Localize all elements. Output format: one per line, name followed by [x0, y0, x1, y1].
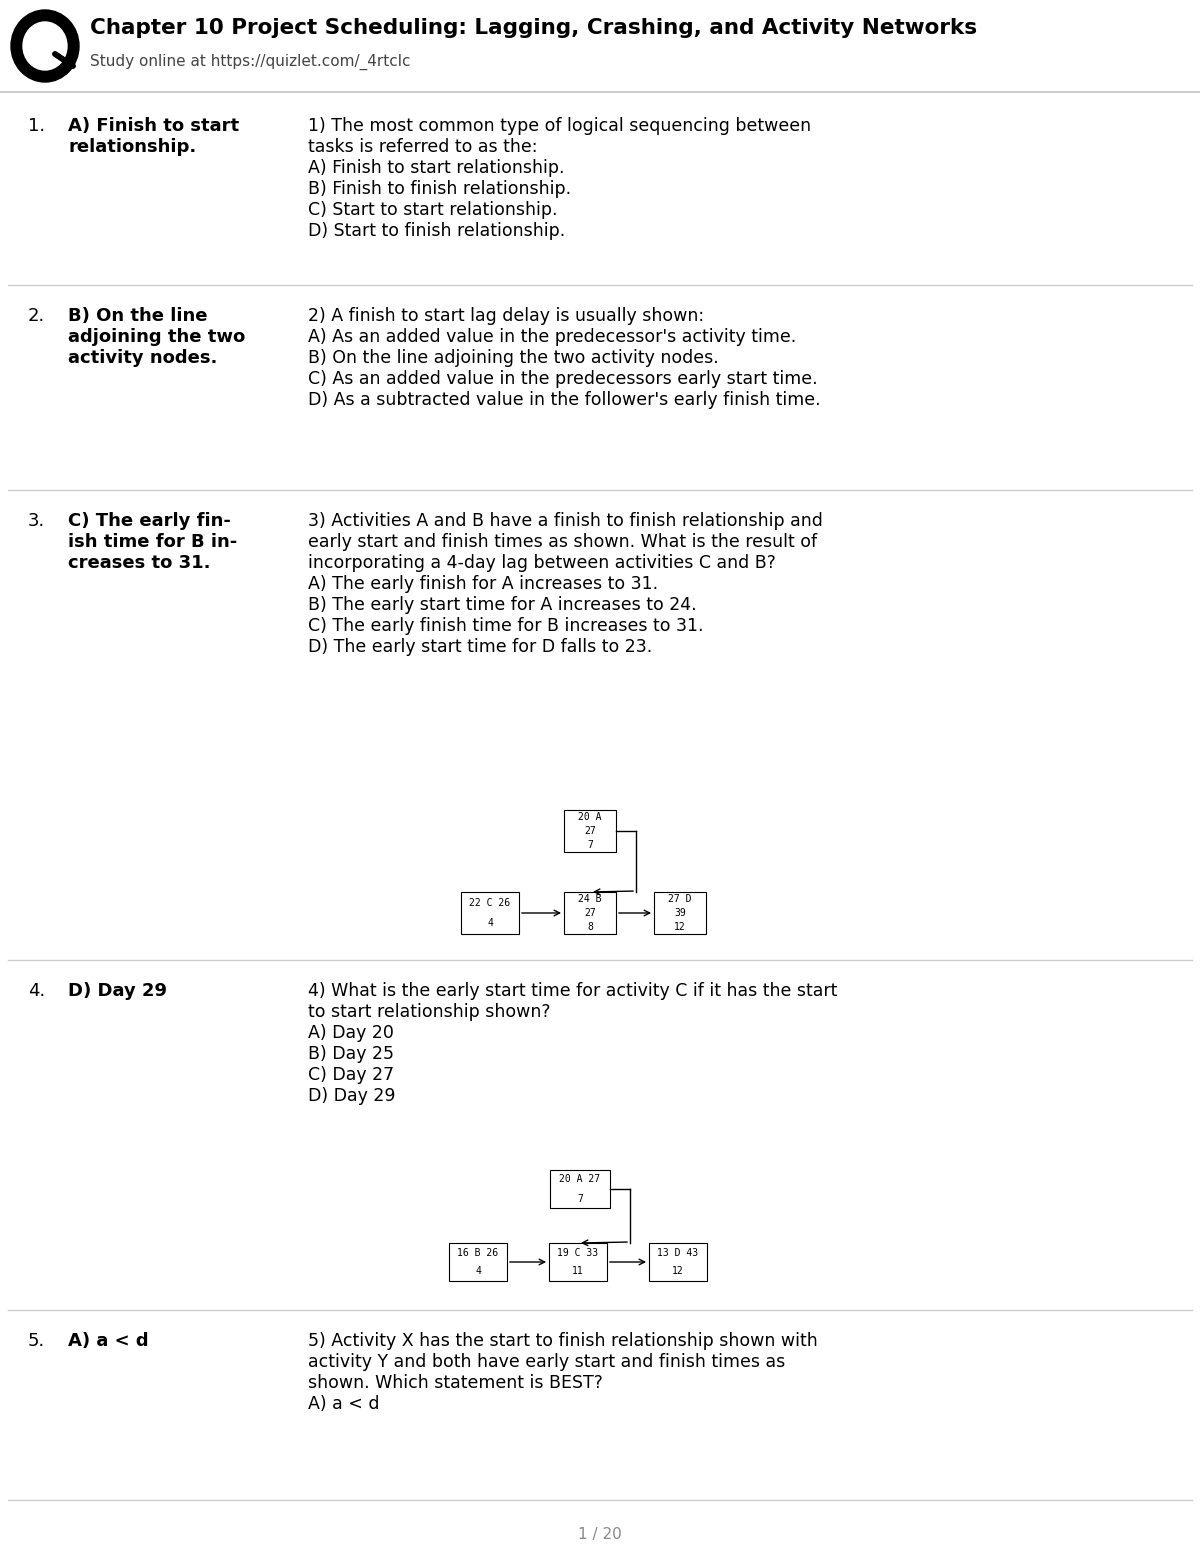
Text: Chapter 10 Project Scheduling: Lagging, Crashing, and Activity Networks: Chapter 10 Project Scheduling: Lagging, …: [90, 19, 977, 37]
Text: to start relationship shown?: to start relationship shown?: [308, 1003, 551, 1020]
Text: C) The early finish time for B increases to 31.: C) The early finish time for B increases…: [308, 617, 703, 635]
Text: 12: 12: [674, 922, 686, 932]
Text: B) On the line: B) On the line: [68, 307, 208, 325]
Bar: [550, 1242, 607, 1281]
Bar: [564, 891, 616, 933]
Text: 4.: 4.: [28, 981, 46, 1000]
Text: A) Finish to start: A) Finish to start: [68, 116, 239, 135]
Text: 13 D 43: 13 D 43: [658, 1247, 698, 1258]
Text: incorporating a 4-day lag between activities C and B?: incorporating a 4-day lag between activi…: [308, 554, 776, 572]
Text: B) Finish to finish relationship.: B) Finish to finish relationship.: [308, 180, 571, 197]
Text: 20 A: 20 A: [578, 812, 601, 822]
Text: A) a < d: A) a < d: [68, 1332, 149, 1350]
Bar: [649, 1242, 707, 1281]
Text: Study online at https://quizlet.com/_4rtclc: Study online at https://quizlet.com/_4rt…: [90, 54, 410, 70]
Text: C) Start to start relationship.: C) Start to start relationship.: [308, 200, 558, 219]
Text: 3.: 3.: [28, 512, 46, 530]
Text: D) Start to finish relationship.: D) Start to finish relationship.: [308, 222, 565, 241]
Text: B) Day 25: B) Day 25: [308, 1045, 394, 1062]
Bar: [449, 1242, 508, 1281]
Text: relationship.: relationship.: [68, 138, 197, 155]
Text: C) The early fin-: C) The early fin-: [68, 512, 230, 530]
Text: D) The early start time for D falls to 23.: D) The early start time for D falls to 2…: [308, 638, 653, 655]
Text: A) The early finish for A increases to 31.: A) The early finish for A increases to 3…: [308, 575, 658, 593]
Text: 22 C 26: 22 C 26: [469, 898, 510, 907]
Text: 3) Activities A and B have a finish to finish relationship and: 3) Activities A and B have a finish to f…: [308, 512, 823, 530]
Text: 7: 7: [587, 840, 593, 849]
Text: shown. Which statement is BEST?: shown. Which statement is BEST?: [308, 1374, 602, 1391]
Text: 16 B 26: 16 B 26: [457, 1247, 498, 1258]
Text: 12: 12: [672, 1267, 684, 1277]
Text: B) On the line adjoining the two activity nodes.: B) On the line adjoining the two activit…: [308, 349, 719, 367]
Text: activity nodes.: activity nodes.: [68, 349, 217, 367]
Text: 4) What is the early start time for activity C if it has the start: 4) What is the early start time for acti…: [308, 981, 838, 1000]
Bar: [461, 891, 520, 933]
Bar: [550, 1169, 610, 1208]
Text: D) Day 29: D) Day 29: [68, 981, 167, 1000]
Text: 1) The most common type of logical sequencing between: 1) The most common type of logical seque…: [308, 116, 811, 135]
Bar: [654, 891, 706, 933]
Text: early start and finish times as shown. What is the result of: early start and finish times as shown. W…: [308, 533, 817, 551]
Text: 1.: 1.: [28, 116, 46, 135]
Text: B) The early start time for A increases to 24.: B) The early start time for A increases …: [308, 596, 697, 613]
Text: 5) Activity X has the start to finish relationship shown with: 5) Activity X has the start to finish re…: [308, 1332, 817, 1350]
Text: activity Y and both have early start and finish times as: activity Y and both have early start and…: [308, 1353, 785, 1371]
Text: 11: 11: [572, 1267, 584, 1277]
Text: C) Day 27: C) Day 27: [308, 1065, 394, 1084]
Text: D) As a subtracted value in the follower's early finish time.: D) As a subtracted value in the follower…: [308, 391, 821, 408]
Text: A) a < d: A) a < d: [308, 1395, 379, 1413]
Text: A) Finish to start relationship.: A) Finish to start relationship.: [308, 158, 564, 177]
Ellipse shape: [11, 9, 79, 82]
Text: 5.: 5.: [28, 1332, 46, 1350]
Text: C) As an added value in the predecessors early start time.: C) As an added value in the predecessors…: [308, 370, 817, 388]
Text: 2.: 2.: [28, 307, 46, 325]
Text: 39: 39: [674, 909, 686, 918]
Text: 20 A 27: 20 A 27: [559, 1174, 600, 1185]
Text: adjoining the two: adjoining the two: [68, 328, 245, 346]
Text: A) Day 20: A) Day 20: [308, 1023, 394, 1042]
Text: ish time for B in-: ish time for B in-: [68, 533, 238, 551]
Text: creases to 31.: creases to 31.: [68, 554, 210, 572]
Text: 8: 8: [587, 922, 593, 932]
Text: 27: 27: [584, 909, 596, 918]
Text: 24 B: 24 B: [578, 895, 601, 904]
Text: tasks is referred to as the:: tasks is referred to as the:: [308, 138, 538, 155]
Text: 2) A finish to start lag delay is usually shown:: 2) A finish to start lag delay is usuall…: [308, 307, 704, 325]
Text: 4: 4: [487, 918, 493, 929]
Text: 4: 4: [475, 1267, 481, 1277]
Ellipse shape: [23, 22, 67, 70]
Text: A) As an added value in the predecessor's activity time.: A) As an added value in the predecessor'…: [308, 328, 797, 346]
Text: 27 D: 27 D: [668, 895, 691, 904]
Bar: [564, 811, 616, 853]
Text: 19 C 33: 19 C 33: [558, 1247, 599, 1258]
Text: 1 / 20: 1 / 20: [578, 1528, 622, 1542]
Text: 7: 7: [577, 1194, 583, 1204]
Text: D) Day 29: D) Day 29: [308, 1087, 396, 1106]
Text: 27: 27: [584, 826, 596, 836]
